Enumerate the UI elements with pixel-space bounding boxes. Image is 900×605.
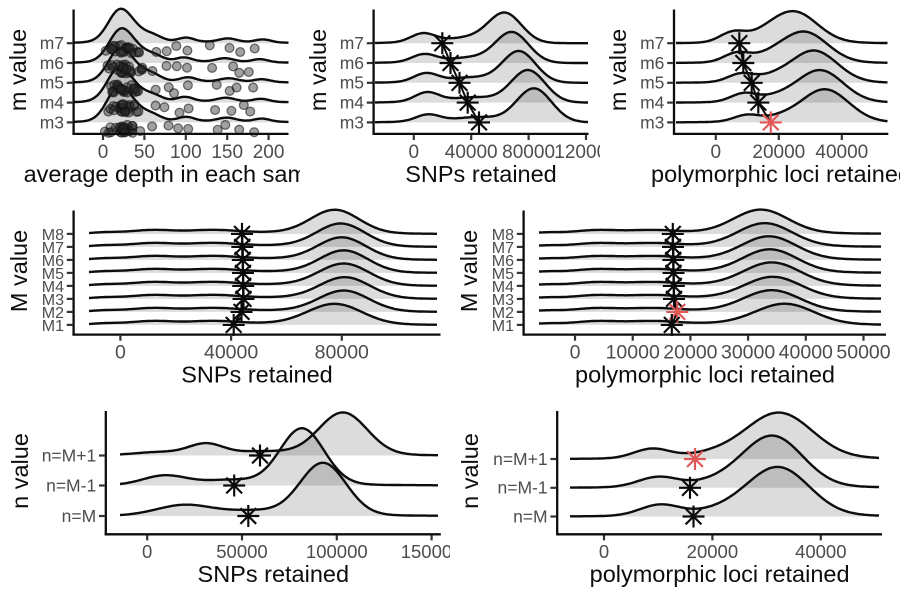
svg-text:m3: m3 xyxy=(40,112,64,132)
svg-text:M2: M2 xyxy=(492,305,514,322)
svg-text:m value: m value xyxy=(605,29,631,111)
svg-text:150: 150 xyxy=(211,142,243,163)
svg-text:0: 0 xyxy=(115,341,126,363)
svg-text:0: 0 xyxy=(142,541,152,562)
svg-text:M7: M7 xyxy=(42,240,64,257)
svg-text:M8: M8 xyxy=(492,227,514,244)
svg-text:m7: m7 xyxy=(640,33,664,53)
svg-text:M6: M6 xyxy=(492,253,514,270)
svg-text:40000: 40000 xyxy=(815,142,868,163)
svg-text:40000: 40000 xyxy=(445,142,498,163)
svg-text:SNPs retained: SNPs retained xyxy=(405,161,557,187)
svg-text:average depth in each sample: average depth in each sample xyxy=(24,161,339,187)
svg-text:m value: m value xyxy=(305,29,331,111)
svg-text:50000: 50000 xyxy=(836,341,890,363)
svg-text:m6: m6 xyxy=(640,53,664,73)
svg-text:80000: 80000 xyxy=(502,142,555,163)
svg-text:n=M-1: n=M-1 xyxy=(46,475,96,495)
svg-text:m7: m7 xyxy=(40,33,64,53)
svg-text:m value: m value xyxy=(5,29,31,111)
svg-text:40000: 40000 xyxy=(779,341,833,363)
svg-text:M6: M6 xyxy=(42,253,64,270)
svg-text:M4: M4 xyxy=(42,279,64,296)
svg-text:n value: n value xyxy=(7,433,33,509)
svg-text:0: 0 xyxy=(98,142,109,163)
svg-text:10000: 10000 xyxy=(606,341,660,363)
svg-text:M3: M3 xyxy=(42,292,64,309)
svg-text:n=M-1: n=M-1 xyxy=(498,478,548,498)
svg-text:150000: 150000 xyxy=(401,541,463,562)
svg-text:M1: M1 xyxy=(42,318,64,335)
svg-text:n=M+1: n=M+1 xyxy=(493,449,547,469)
svg-text:M7: M7 xyxy=(492,240,514,257)
svg-text:SNPs retained: SNPs retained xyxy=(181,361,333,387)
svg-text:40000: 40000 xyxy=(204,341,258,363)
svg-text:polymorphic loci retained: polymorphic loci retained xyxy=(575,361,835,387)
svg-text:polymorphic loci retained: polymorphic loci retained xyxy=(651,161,900,187)
svg-text:M8: M8 xyxy=(42,227,64,244)
svg-text:M1: M1 xyxy=(492,318,514,335)
svg-text:0: 0 xyxy=(570,341,581,363)
svg-text:30000: 30000 xyxy=(721,341,775,363)
svg-text:m3: m3 xyxy=(640,112,664,132)
svg-text:n=M: n=M xyxy=(513,506,548,526)
svg-text:n=M: n=M xyxy=(62,506,97,526)
svg-text:SNPs retained: SNPs retained xyxy=(198,561,350,587)
svg-text:20000: 20000 xyxy=(687,541,738,562)
svg-text:m5: m5 xyxy=(640,73,664,93)
svg-text:n value: n value xyxy=(457,433,483,509)
svg-text:m5: m5 xyxy=(340,73,364,93)
svg-text:0: 0 xyxy=(711,142,722,163)
svg-text:M3: M3 xyxy=(492,292,514,309)
svg-text:M value: M value xyxy=(6,230,32,312)
svg-text:n=M+1: n=M+1 xyxy=(42,445,96,465)
svg-text:50000: 50000 xyxy=(216,541,267,562)
svg-text:M4: M4 xyxy=(492,279,514,296)
svg-text:M value: M value xyxy=(456,230,482,312)
svg-text:40000: 40000 xyxy=(795,541,846,562)
svg-text:m4: m4 xyxy=(640,93,665,113)
svg-text:polymorphic loci retained: polymorphic loci retained xyxy=(590,561,850,587)
svg-text:m7: m7 xyxy=(340,33,364,53)
svg-text:M2: M2 xyxy=(42,305,64,322)
svg-text:120000: 120000 xyxy=(554,142,617,163)
svg-text:M5: M5 xyxy=(492,266,514,283)
svg-text:m4: m4 xyxy=(40,93,65,113)
svg-text:200: 200 xyxy=(253,142,285,163)
svg-text:20000: 20000 xyxy=(752,142,805,163)
svg-text:50: 50 xyxy=(134,142,155,163)
svg-text:0: 0 xyxy=(599,541,609,562)
svg-text:20000: 20000 xyxy=(663,341,717,363)
svg-text:M5: M5 xyxy=(42,266,64,283)
svg-text:0: 0 xyxy=(409,142,420,163)
svg-text:m6: m6 xyxy=(340,53,364,73)
svg-text:m4: m4 xyxy=(340,93,365,113)
svg-text:m6: m6 xyxy=(40,53,64,73)
svg-text:m3: m3 xyxy=(340,112,364,132)
svg-text:80000: 80000 xyxy=(315,341,369,363)
svg-text:100000: 100000 xyxy=(306,541,368,562)
svg-text:100: 100 xyxy=(170,142,202,163)
svg-text:m5: m5 xyxy=(40,73,64,93)
